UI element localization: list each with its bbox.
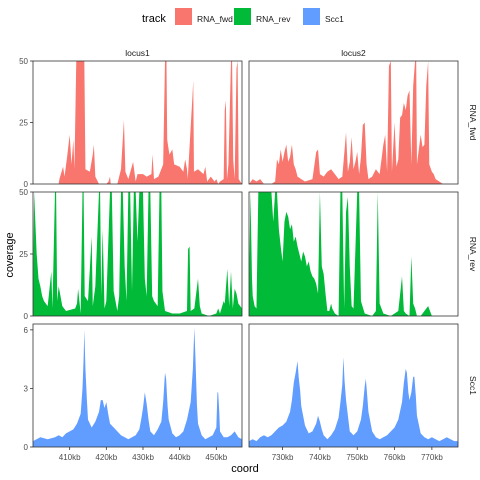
y-tick-label: 0 [24,443,29,452]
y-tick-label: 0 [24,312,29,321]
panel-border [248,191,459,317]
legend-items: RNA_fwd RNA_rev Scc1 [175,8,344,25]
panel-background [33,61,242,184]
x-tick-label: 770kb [421,453,443,462]
y-tick-label: 0 [24,180,29,189]
legend-label: RNA_fwd [197,14,233,24]
coverage-area-rna-rev [249,192,458,316]
panel-locus1-rna-rev: 0 25 50 [19,188,243,321]
strip-label-rna-rev: RNA_rev [468,237,478,272]
y-tick-label: 50 [19,188,28,197]
panel-background [33,324,242,447]
coverage-area-rna-fwd [33,61,242,184]
legend-swatch [175,8,192,25]
y-tick-label: 25 [19,119,28,128]
coverage-area-scc1 [33,327,242,447]
x-tick-label: 450kb [205,453,227,462]
x-tick-label: 420kb [95,453,117,462]
panel-locus1-rna-fwd: 0 25 50 [19,57,243,189]
coverage-area-rna-rev [33,192,242,316]
x-tick-label: 750kb [346,453,368,462]
legend-title: track [142,13,166,25]
legend-item-scc1: Scc1 [303,8,344,25]
y-axis-title: coverage [4,232,16,277]
strip-label-locus2: locus2 [341,48,366,58]
x-axis-title: coord [231,463,259,475]
panel-border [248,60,459,185]
legend-item-rna-rev: RNA_rev [234,8,291,25]
panel-locus2-rna-fwd [248,60,459,185]
x-tick-label: 740kb [309,453,331,462]
strip-label-locus1: locus1 [125,48,150,58]
x-tick-label: 730kb [272,453,294,462]
strip-label-rna-fwd: RNA_fwd [468,105,478,141]
y-tick-label: 6 [24,326,29,335]
panel-locus2-rna-rev [248,191,459,317]
y-tick-label: 50 [19,57,28,66]
coverage-area-scc1 [249,357,458,447]
x-tick-label: 440kb [169,453,191,462]
panel-border [248,323,459,448]
legend-item-rna-fwd: RNA_fwd [175,8,233,25]
panel-border [32,323,243,448]
y-tick-label: 3 [24,384,29,393]
legend-swatch [303,8,320,25]
legend: track RNA_fwd RNA_rev Scc1 [142,8,344,25]
legend-swatch [234,8,251,25]
y-tick-label: 25 [19,250,28,259]
x-tick-label: 430kb [132,453,154,462]
legend-label: RNA_rev [256,14,291,24]
legend-label: Scc1 [325,14,344,24]
strip-label-scc1: Scc1 [468,376,478,395]
x-tick-label: 410kb [59,453,81,462]
panel-locus2-scc1: 730kb 740kb 750kb 760kb 770kb [248,323,459,462]
panel-locus1-scc1: 0 3 6 410kb 420kb 430kb 440kb 450kb [24,323,243,462]
x-tick-label: 760kb [384,453,406,462]
coverage-area-rna-fwd [249,61,458,184]
